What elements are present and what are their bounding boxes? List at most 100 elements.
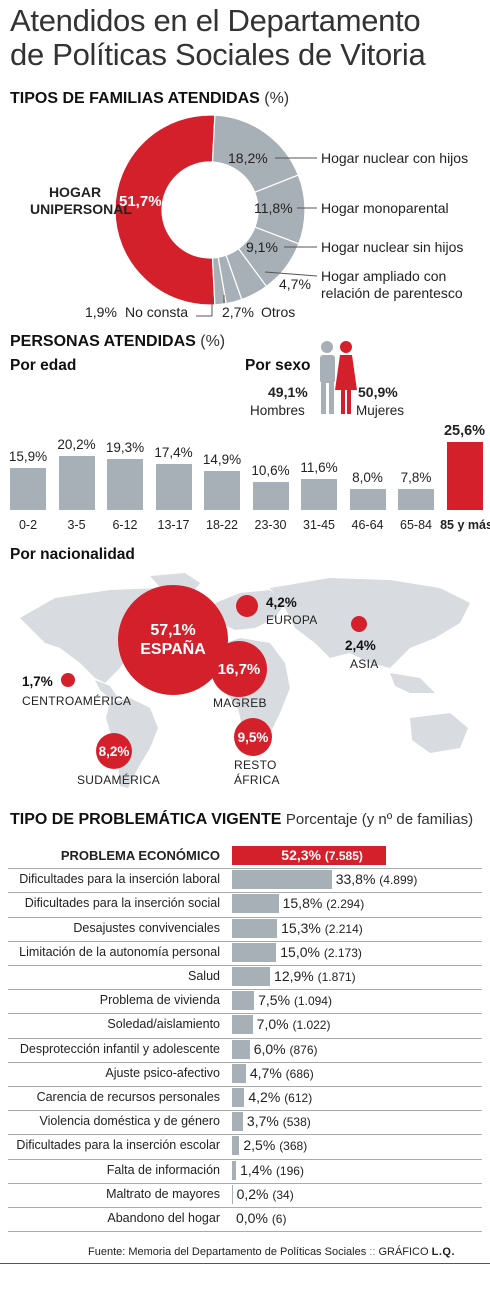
problem-row-divider <box>8 1206 482 1208</box>
woman-icon <box>335 341 357 414</box>
problem-bar <box>232 894 279 914</box>
problem-row-divider <box>8 916 482 918</box>
problem-row-divider <box>8 940 482 942</box>
man-icon <box>320 341 335 414</box>
problem-count: (538) <box>282 1115 311 1130</box>
slice-label-no-consta: No consta <box>125 304 189 320</box>
problem-value: 15,3% (2.214) <box>281 920 363 936</box>
problem-row: Abandono del hogar 0,0% (6) <box>0 1208 490 1233</box>
asia-pct: 2,4% <box>345 638 376 653</box>
problem-name: PROBLEMA ECONÓMICO <box>60 848 220 863</box>
problem-count: (6) <box>271 1212 287 1226</box>
problem-count: (1.022) <box>292 1018 331 1033</box>
problem-row: Violencia doméstica y de género 3,7% (538… <box>0 1111 490 1136</box>
problem-count: (34) <box>272 1187 294 1202</box>
problem-count: (368) <box>279 1139 308 1154</box>
problem-count: (1.094) <box>293 994 332 1009</box>
problem-value: 7,5% (1.094) <box>258 992 332 1008</box>
problem-pct: 2,5% <box>243 1137 280 1154</box>
age-bar-value: 7,8% <box>400 470 432 486</box>
age-bar <box>349 488 386 510</box>
problem-row: Carencia de recursos personales 4,2% (612… <box>0 1087 490 1112</box>
problem-name: Abandono del hogar <box>107 1211 220 1225</box>
slice-pct-no-consta: 1,9% <box>85 304 117 320</box>
age-category-label: 3-5 <box>67 518 86 532</box>
age-bar <box>58 456 95 510</box>
age-bar <box>301 479 337 510</box>
problem-pct: 4,7% <box>249 1064 286 1081</box>
problem-bar <box>232 1015 253 1035</box>
problems-section-title: TIPO DE PROBLEMÁTICA VIGENTE Porcentaje … <box>10 811 473 829</box>
problem-bar <box>232 1088 245 1107</box>
resto-africa-label-line-2: ÁFRICA <box>234 773 280 787</box>
persons-unit: (%) <box>200 333 226 350</box>
problem-name: Violencia doméstica y de género <box>39 1114 220 1129</box>
bubble-europa <box>236 595 258 617</box>
problem-bar <box>232 1136 240 1156</box>
problem-pct: 52,3% <box>281 847 325 863</box>
problem-pct: 15,8% <box>282 895 327 912</box>
age-bar-value: 11,6% <box>300 460 338 476</box>
problem-row: Salud 12,9% (1.871) <box>0 966 490 991</box>
age-category-label: 0-2 <box>18 518 38 532</box>
page-title-line-2: de Políticas Sociales de Vitoria <box>10 37 426 72</box>
women-pct: 50,9% <box>358 384 398 400</box>
problem-pct: 1,4% <box>240 1161 276 1178</box>
problem-value: 6,0% (876) <box>254 1041 318 1057</box>
problem-count: (686) <box>285 1066 314 1081</box>
slice-label-monoparental: Hogar monoparental <box>321 200 449 216</box>
slice-pct-nuclear-sin-hijos: 9,1% <box>246 239 278 255</box>
problem-value: 4,2% (612) <box>248 1089 312 1105</box>
problem-pct: 12,9% <box>274 968 318 984</box>
age-category-label: 46-64 <box>351 518 384 532</box>
espana-label: ESPAÑA <box>140 641 206 658</box>
unipersonal-label: HOGAR UNIPERSONAL <box>30 184 132 218</box>
problem-name: Dificultades para la inserción escolar <box>16 1138 220 1153</box>
bubble-espana: 57,1% ESPAÑA <box>118 585 228 695</box>
problem-count: (2.173) <box>323 945 362 960</box>
nationality-title: Por nacionalidad <box>10 546 135 563</box>
problem-pct: 15,3% <box>281 919 325 936</box>
problem-bar <box>232 1063 246 1083</box>
slice-pct-ampliado: 4,7% <box>279 276 311 292</box>
problem-bar <box>232 870 332 890</box>
source-note: Fuente: Memoria del Departamento de Polí… <box>88 1246 455 1258</box>
problem-row-divider <box>8 1013 482 1015</box>
problem-bar <box>232 846 387 865</box>
problem-name: Dificultades para la inserción social <box>24 896 220 911</box>
age-bar-value: 15,9% <box>8 448 48 464</box>
bottom-rule <box>0 1263 490 1264</box>
problem-bar <box>232 1112 243 1132</box>
problem-count: (7.585) <box>324 849 363 863</box>
age-bar-value: 17,4% <box>154 444 193 460</box>
age-bar-value: 10,6% <box>251 462 290 478</box>
resto-africa-pct: 9,5% <box>237 729 269 745</box>
problem-row-divider <box>8 1182 482 1184</box>
age-category-label: 31-45 <box>303 518 335 532</box>
families-donut-chart <box>114 114 306 306</box>
bubble-magreb: 16,7% <box>211 641 267 697</box>
problem-row: Falta de información 1,4% (196) <box>0 1160 490 1184</box>
problem-bar <box>232 1160 237 1180</box>
problem-name: Soledad/aislamiento <box>107 1017 220 1032</box>
problem-row-divider <box>8 989 482 991</box>
age-bar-value: 20,2% <box>57 437 96 453</box>
map-southeast-asia <box>390 673 435 693</box>
problem-row: Maltrato de mayores 0,2% (34) <box>0 1184 490 1208</box>
problem-row: Soledad/aislamiento 7,0% (1.022) <box>0 1014 490 1039</box>
problem-row-divider <box>8 1134 482 1136</box>
problem-value: 4,7% (686) <box>250 1065 314 1081</box>
problem-value: 15,8% (2.294) <box>283 895 365 911</box>
centroamerica-pct: 1,7% <box>22 674 53 689</box>
age-bar <box>398 489 434 510</box>
asia-label: ASIA <box>350 657 379 671</box>
problem-pct: 33,8% <box>335 871 380 888</box>
bubble-centroamerica <box>61 673 75 687</box>
age-bar-value: 25,6% <box>443 423 486 440</box>
families-unit: (%) <box>264 90 290 107</box>
age-bar <box>204 470 240 510</box>
families-section-title: TIPOS DE FAMILIAS ATENDIDAS (%) <box>10 90 289 108</box>
donut-slice-0 <box>114 114 216 306</box>
slice-label-ampliado: Hogar ampliado con relación de parentesc… <box>321 268 463 302</box>
europa-label: EUROPA <box>266 613 318 627</box>
